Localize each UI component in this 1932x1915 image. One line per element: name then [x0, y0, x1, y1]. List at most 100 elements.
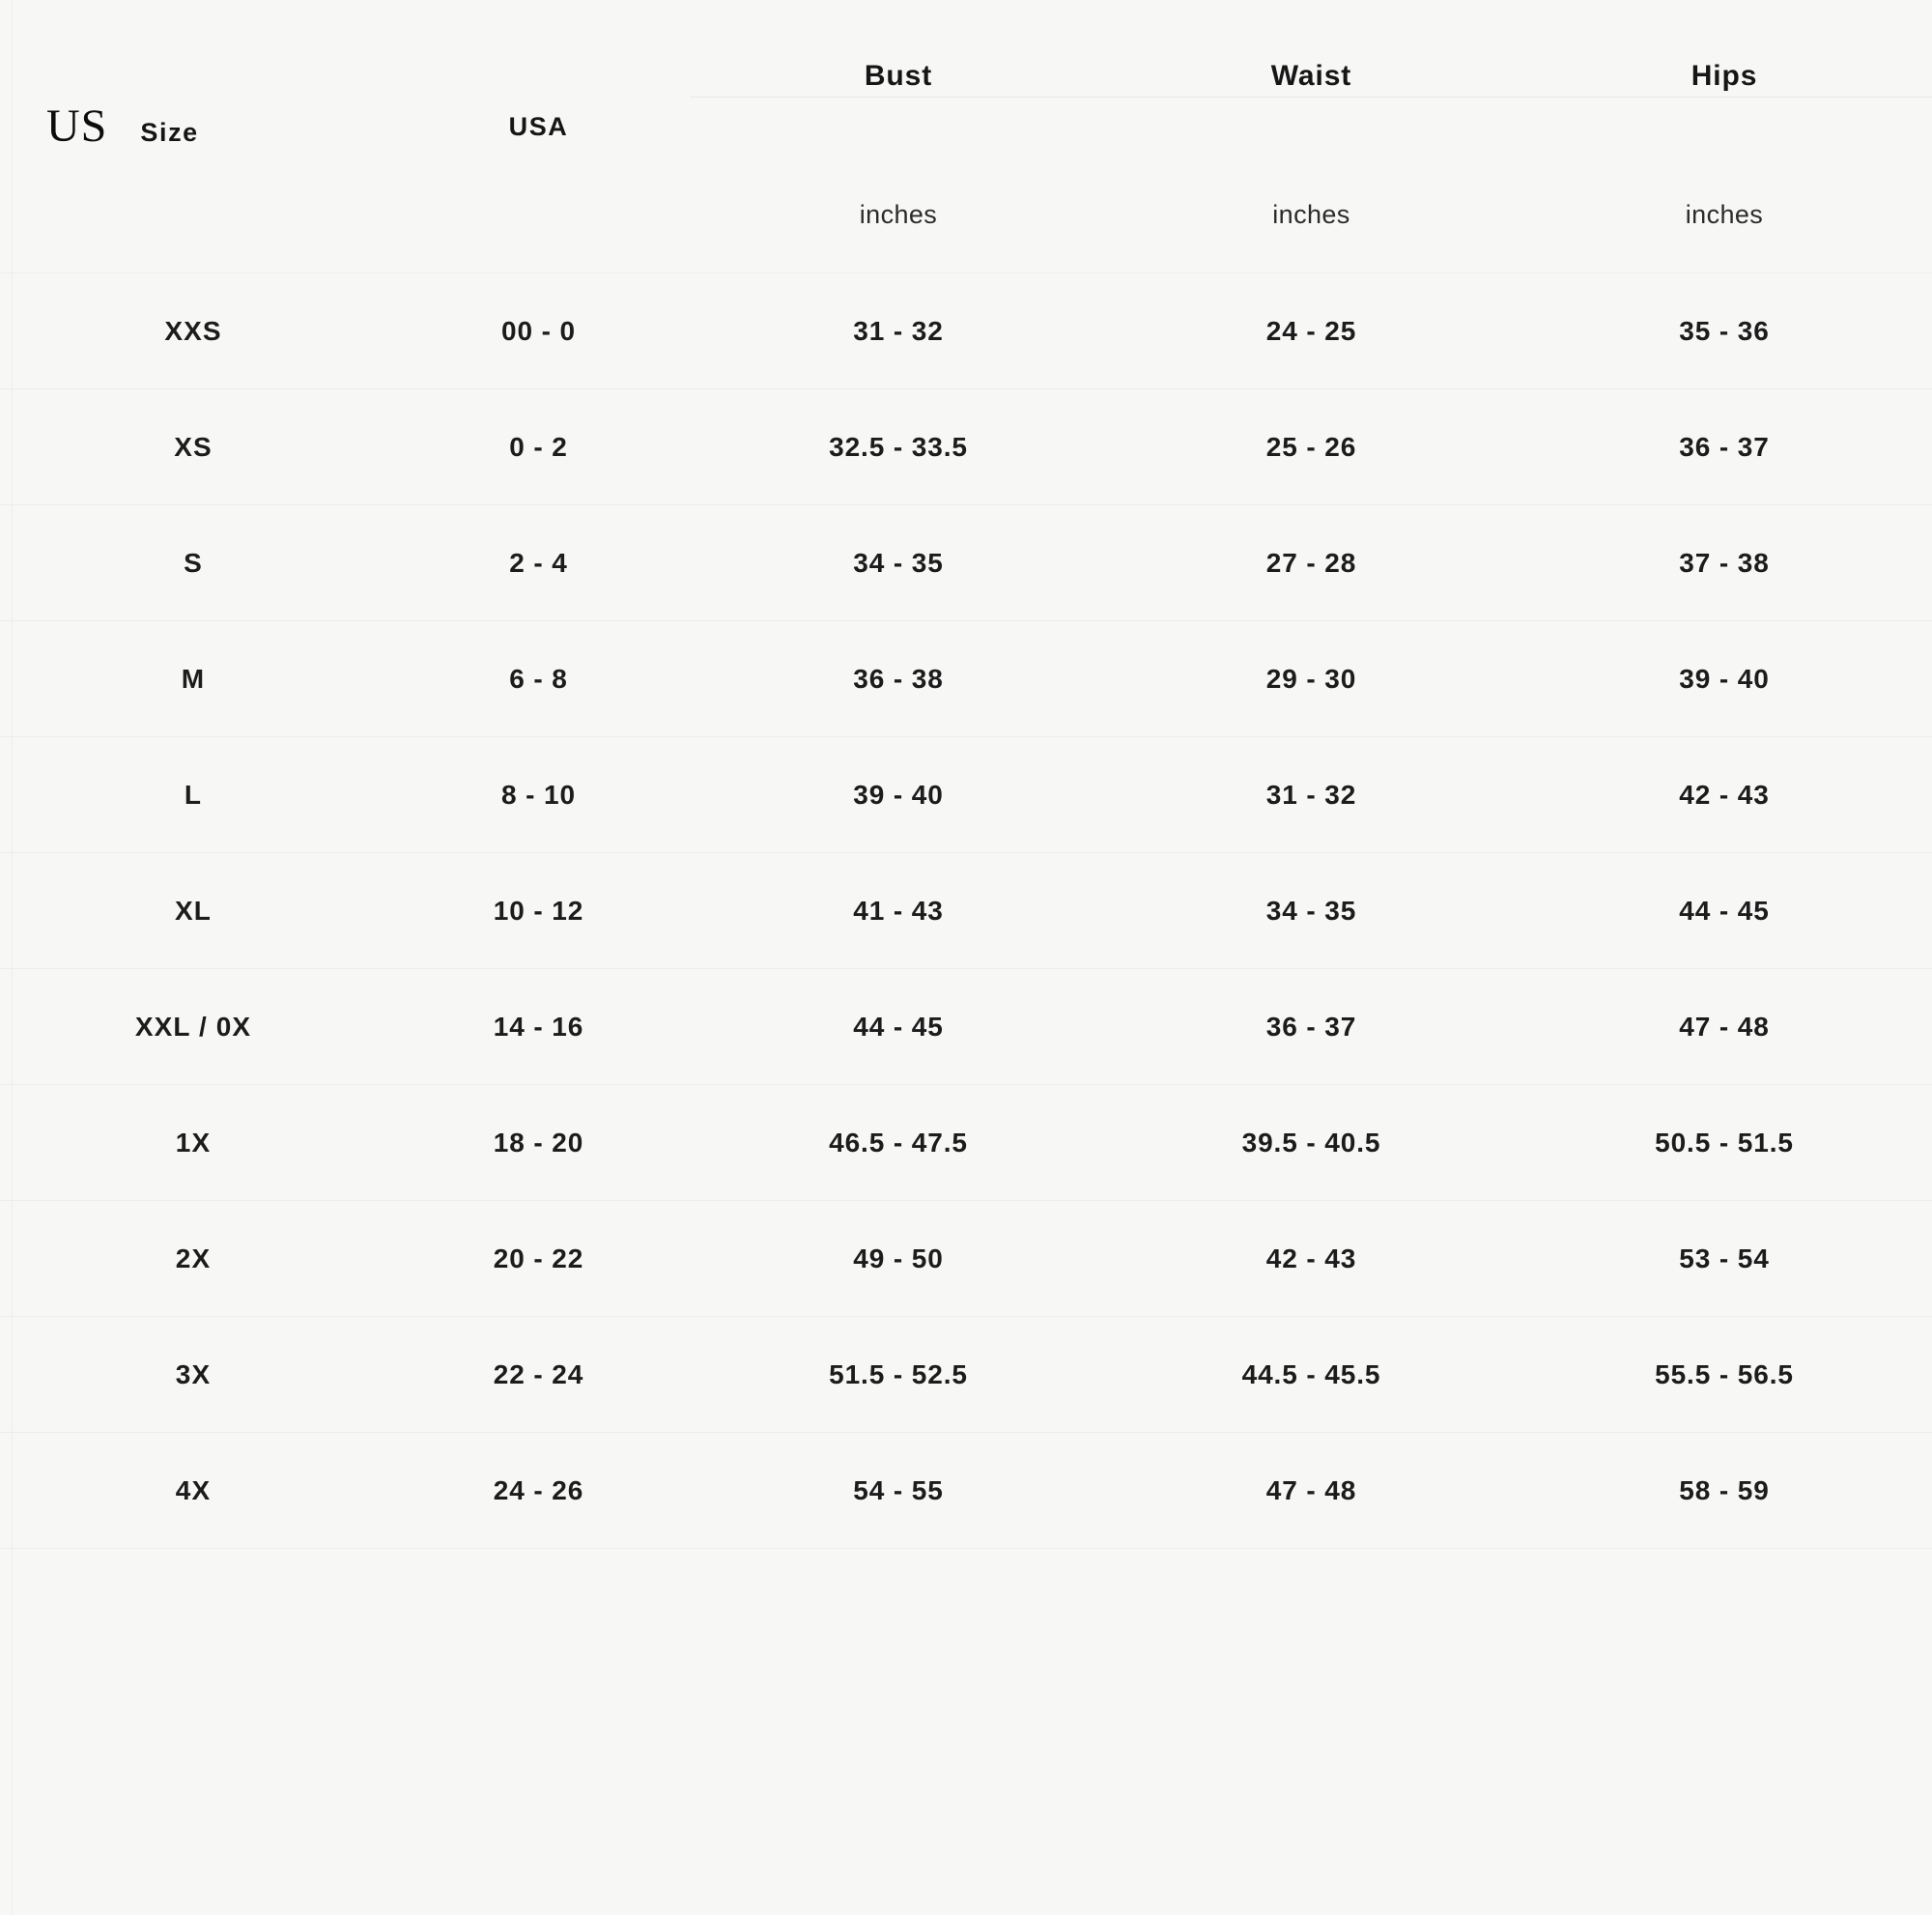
cell-bust: 32.5 - 33.5 — [691, 388, 1106, 505]
cell-usa: 24 - 26 — [386, 1432, 691, 1549]
table-row: XXL / 0X 14 - 16 44 - 45 36 - 37 47 - 48 — [0, 968, 1932, 1085]
cell-waist: 25 - 26 — [1106, 388, 1517, 505]
header-divider-bust — [691, 97, 1106, 98]
cell-size: S — [0, 504, 386, 621]
header-divider-waist — [1106, 97, 1517, 98]
cell-size: 2X — [0, 1200, 386, 1317]
header-row-size-usa: US Size USA — [0, 97, 1932, 157]
cell-bust: 46.5 - 47.5 — [691, 1084, 1106, 1201]
units-spacer-size — [0, 157, 386, 273]
cell-hips: 58 - 59 — [1517, 1432, 1932, 1549]
column-units-waist-label: inches — [1272, 199, 1350, 229]
column-units-waist: inches — [1106, 157, 1517, 273]
cell-size: XS — [0, 388, 386, 505]
column-units-bust-label: inches — [859, 199, 938, 229]
cell-hips: 39 - 40 — [1517, 620, 1932, 737]
cell-hips: 35 - 36 — [1517, 272, 1932, 389]
column-header-hips: Hips — [1517, 0, 1932, 97]
cell-usa: 10 - 12 — [386, 852, 691, 969]
table-row: 1X 18 - 20 46.5 - 47.5 39.5 - 40.5 50.5 - 51… — [0, 1084, 1932, 1201]
column-header-usa-label: USA — [508, 111, 569, 141]
cell-usa: 00 - 0 — [386, 272, 691, 389]
column-units-bust: inches — [691, 157, 1106, 273]
column-header-bust-label: Bust — [864, 60, 933, 92]
cell-usa: 18 - 20 — [386, 1084, 691, 1201]
cell-bust: 51.5 - 52.5 — [691, 1316, 1106, 1433]
cell-size: M — [0, 620, 386, 737]
column-header-waist-label: Waist — [1270, 60, 1352, 92]
cell-bust: 36 - 38 — [691, 620, 1106, 737]
cell-bust: 31 - 32 — [691, 272, 1106, 389]
cell-usa: 14 - 16 — [386, 968, 691, 1085]
cell-waist: 44.5 - 45.5 — [1106, 1316, 1517, 1433]
cell-size: XL — [0, 852, 386, 969]
cell-waist: 36 - 37 — [1106, 968, 1517, 1085]
cell-size: 1X — [0, 1084, 386, 1201]
cell-hips: 36 - 37 — [1517, 388, 1932, 505]
cell-waist: 34 - 35 — [1106, 852, 1517, 969]
column-header-size: US Size — [0, 97, 386, 157]
cell-waist: 47 - 48 — [1106, 1432, 1517, 1549]
cell-waist: 42 - 43 — [1106, 1200, 1517, 1317]
header-spacer-usa — [386, 0, 691, 97]
table-header: Bust Waist Hips US Size USA — [0, 0, 1932, 273]
cell-hips: 44 - 45 — [1517, 852, 1932, 969]
cell-usa: 8 - 10 — [386, 736, 691, 853]
header-rule-waist — [1106, 97, 1517, 157]
column-units-hips-label: inches — [1685, 199, 1764, 229]
cell-size: L — [0, 736, 386, 853]
table-body: XXS 00 - 0 31 - 32 24 - 25 35 - 36 XS 0 - 2 32.… — [0, 272, 1932, 1549]
cell-bust: 54 - 55 — [691, 1432, 1106, 1549]
header-divider-hips — [1517, 97, 1932, 98]
cell-hips: 50.5 - 51.5 — [1517, 1084, 1932, 1201]
header-spacer-size — [0, 0, 386, 97]
region-label-us: US — [46, 100, 108, 152]
column-header-size-label: Size — [140, 118, 199, 147]
table-row: XXS 00 - 0 31 - 32 24 - 25 35 - 36 — [0, 272, 1932, 389]
cell-bust: 49 - 50 — [691, 1200, 1106, 1317]
header-rule-bust — [691, 97, 1106, 157]
column-header-bust: Bust — [691, 0, 1106, 97]
table-row: 2X 20 - 22 49 - 50 42 - 43 53 - 54 — [0, 1200, 1932, 1317]
column-units-hips: inches — [1517, 157, 1932, 273]
units-spacer-usa — [386, 157, 691, 273]
header-row-units: inches inches inches — [0, 157, 1932, 273]
table-row: XL 10 - 12 41 - 43 34 - 35 44 - 45 — [0, 852, 1932, 969]
cell-waist: 31 - 32 — [1106, 736, 1517, 853]
cell-waist: 39.5 - 40.5 — [1106, 1084, 1517, 1201]
cell-size: 3X — [0, 1316, 386, 1433]
cell-waist: 24 - 25 — [1106, 272, 1517, 389]
cell-hips: 53 - 54 — [1517, 1200, 1932, 1317]
cell-size: 4X — [0, 1432, 386, 1549]
header-rule-hips — [1517, 97, 1932, 157]
cell-hips: 42 - 43 — [1517, 736, 1932, 853]
table-row: 3X 22 - 24 51.5 - 52.5 44.5 - 45.5 55.5 - 56… — [0, 1316, 1932, 1433]
cell-bust: 41 - 43 — [691, 852, 1106, 969]
table-row: 4X 24 - 26 54 - 55 47 - 48 58 - 59 — [0, 1432, 1932, 1549]
column-header-hips-label: Hips — [1690, 60, 1758, 92]
cell-usa: 22 - 24 — [386, 1316, 691, 1433]
size-header-cluster: US Size — [0, 103, 386, 150]
cell-waist: 29 - 30 — [1106, 620, 1517, 737]
cell-bust: 34 - 35 — [691, 504, 1106, 621]
cell-hips: 55.5 - 56.5 — [1517, 1316, 1932, 1433]
cell-hips: 37 - 38 — [1517, 504, 1932, 621]
column-header-waist: Waist — [1106, 0, 1517, 97]
size-chart-table: Bust Waist Hips US Size USA — [0, 0, 1932, 1549]
cell-bust: 44 - 45 — [691, 968, 1106, 1085]
cell-usa: 0 - 2 — [386, 388, 691, 505]
cell-waist: 27 - 28 — [1106, 504, 1517, 621]
cell-hips: 47 - 48 — [1517, 968, 1932, 1085]
table-row: XS 0 - 2 32.5 - 33.5 25 - 26 36 - 37 — [0, 388, 1932, 505]
cell-size: XXS — [0, 272, 386, 389]
cell-size: XXL / 0X — [0, 968, 386, 1085]
header-row-measurements: Bust Waist Hips — [0, 0, 1932, 97]
column-header-usa: USA — [386, 97, 691, 157]
cell-bust: 39 - 40 — [691, 736, 1106, 853]
cell-usa: 6 - 8 — [386, 620, 691, 737]
cell-usa: 2 - 4 — [386, 504, 691, 621]
